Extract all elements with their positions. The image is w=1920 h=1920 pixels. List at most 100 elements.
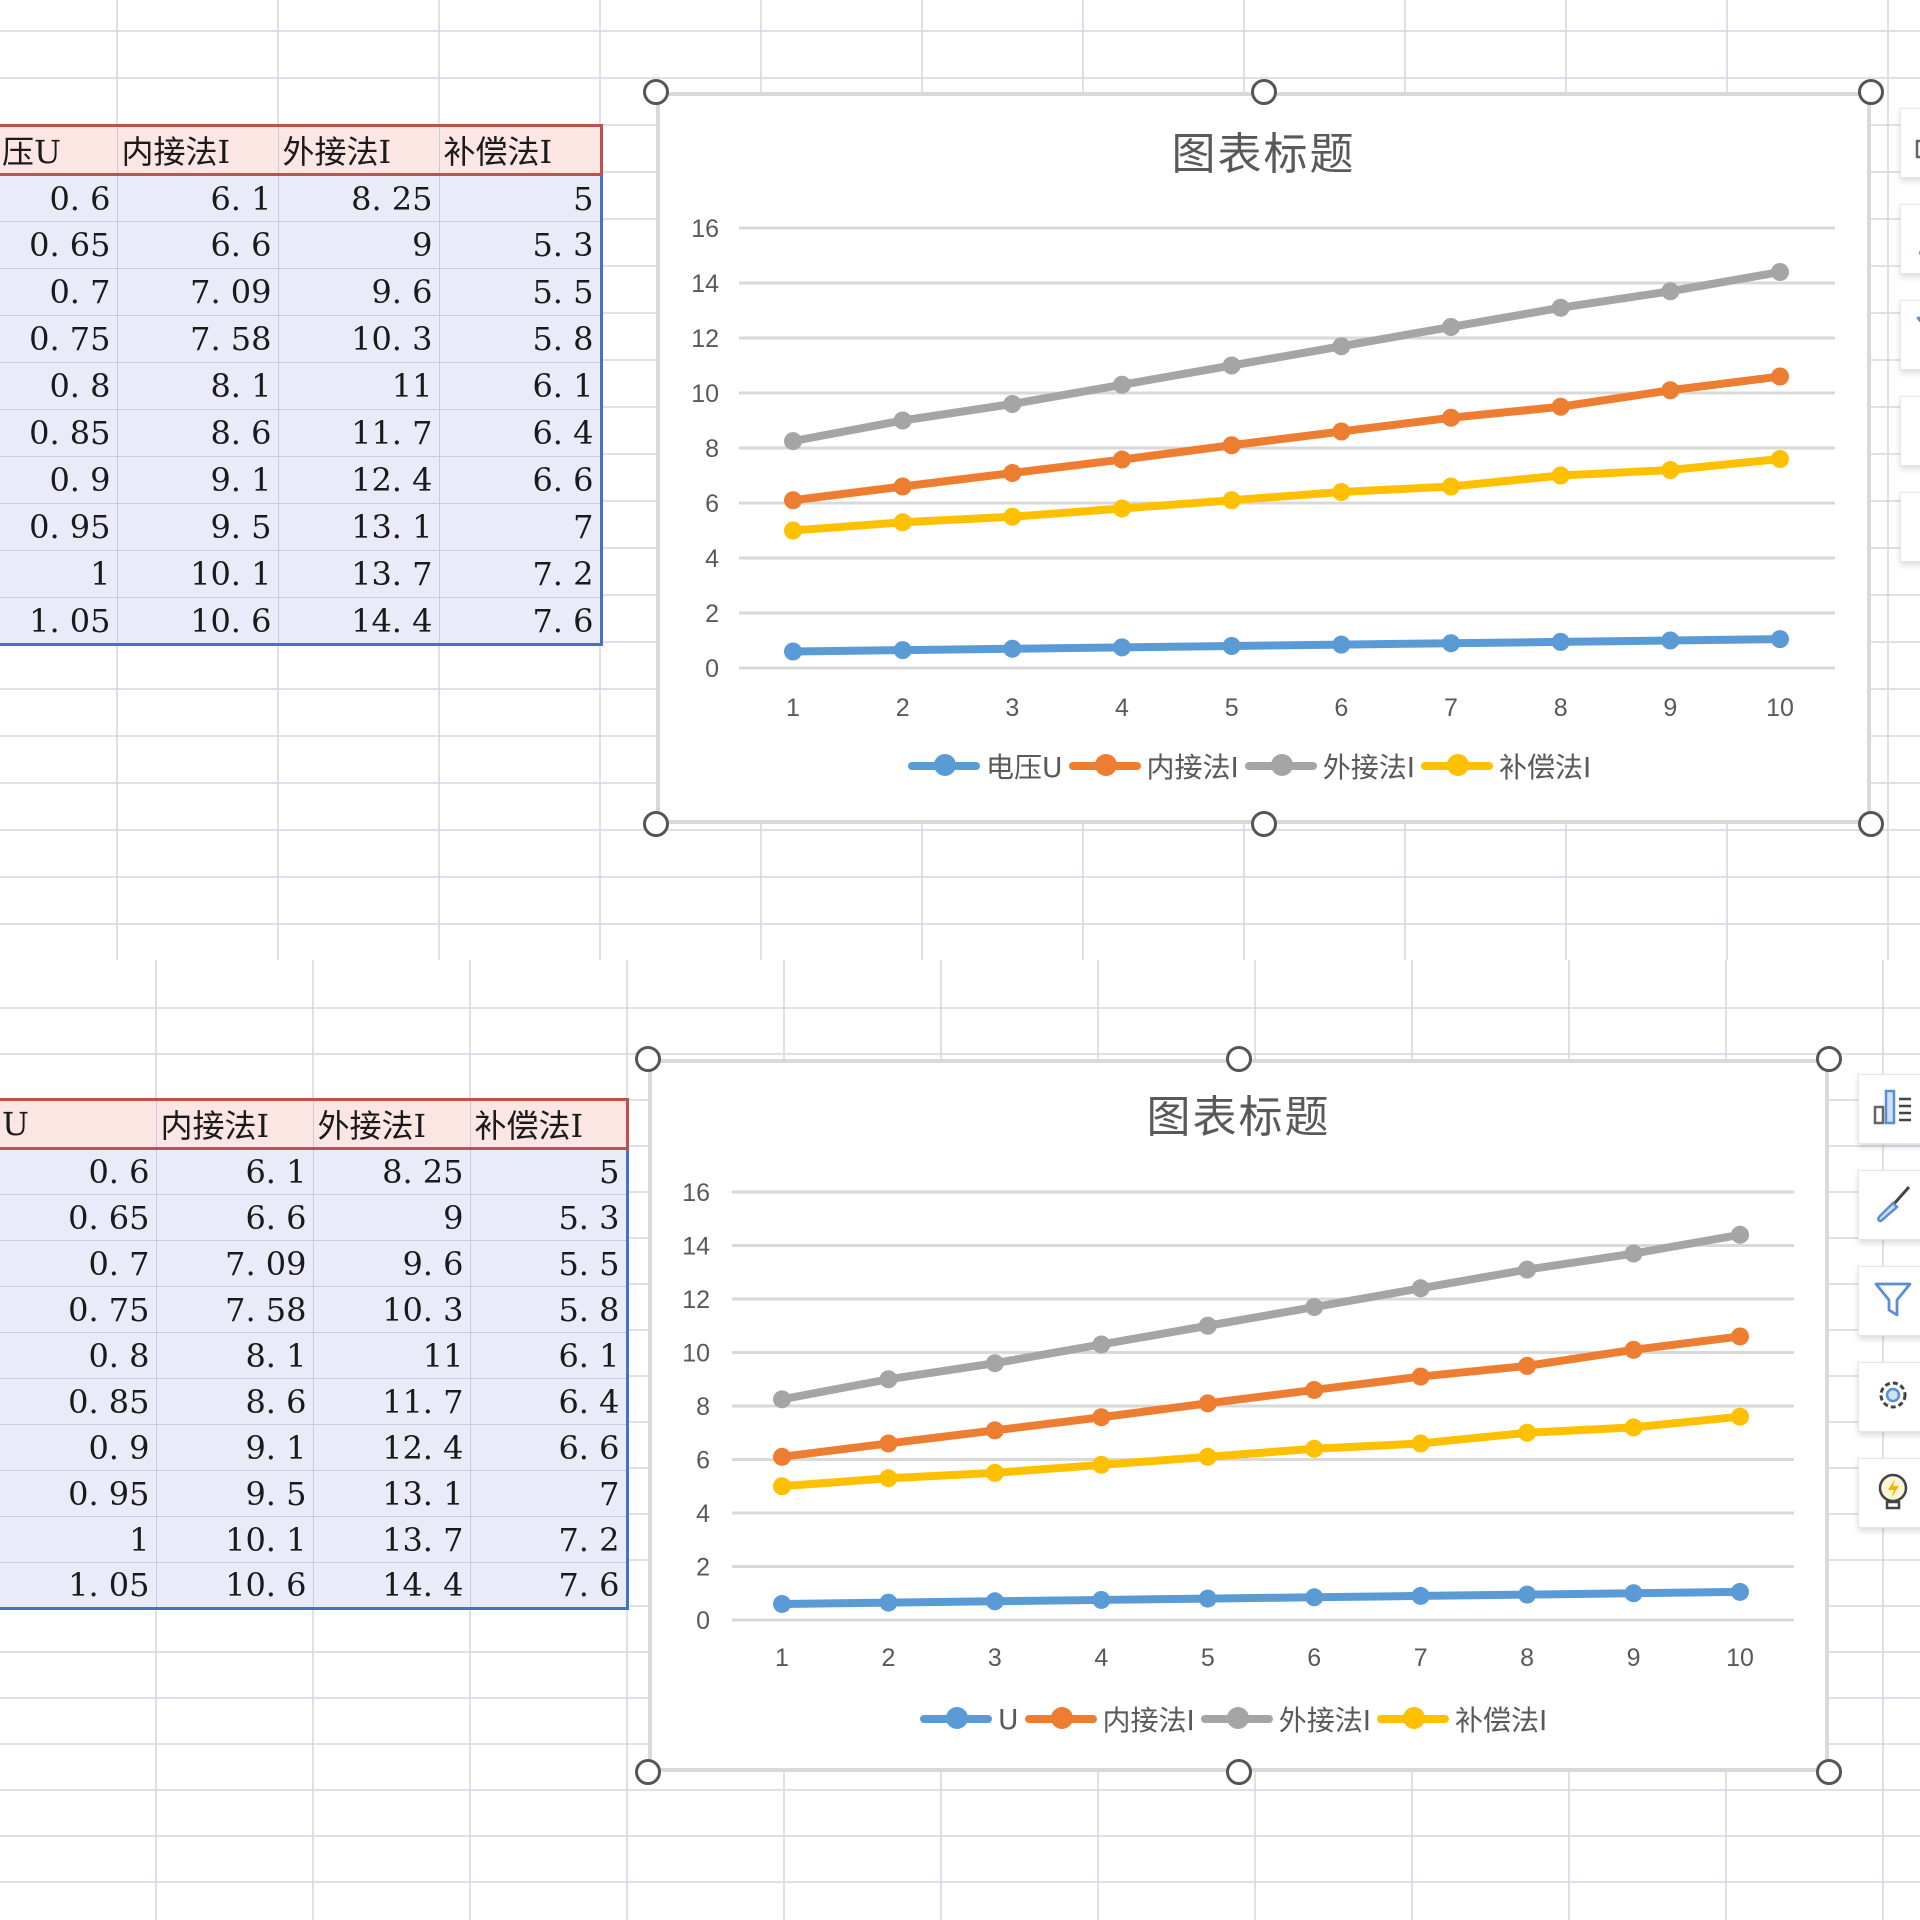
table-cell[interactable]: 6. 4 (439, 409, 603, 457)
table-cell[interactable]: 10. 1 (156, 1516, 314, 1563)
resize-handle-n[interactable] (1250, 79, 1277, 105)
data-point-marker[interactable] (1222, 637, 1241, 655)
data-point-marker[interactable] (1731, 1582, 1749, 1601)
data-point-marker[interactable] (1092, 1590, 1111, 1609)
table-cell[interactable]: 0. 75 (0, 315, 118, 363)
table-cell[interactable]: 0. 75 (0, 1286, 157, 1333)
data-point-marker[interactable] (1305, 1588, 1324, 1607)
resize-handle-nw[interactable] (635, 1046, 661, 1072)
chart-legend[interactable]: 电压U 内接法I 外接法I 补偿法I (908, 746, 1597, 786)
data-point-marker[interactable] (1092, 1408, 1111, 1427)
series-line[interactable] (784, 450, 1789, 540)
data-table-top[interactable]: 压U 内接法I 外接法I 补偿法I 0. 6 6. 1 8. 25 5 0. 65 6. 6 9 5.… (0, 124, 603, 646)
table-cell[interactable]: 1. 05 (0, 1562, 157, 1610)
data-point-marker[interactable] (1113, 638, 1131, 657)
table-cell[interactable]: 10. 3 (313, 1286, 471, 1333)
data-point-marker[interactable] (1113, 450, 1131, 469)
table-cell[interactable]: 0. 85 (0, 409, 118, 457)
table-cell[interactable]: 0. 95 (0, 1470, 157, 1517)
table-cell[interactable]: 7. 2 (470, 1516, 629, 1563)
resize-handle-nw[interactable] (643, 79, 669, 105)
resize-handle-ne[interactable] (1816, 1046, 1842, 1072)
table-cell[interactable]: 0. 65 (0, 1194, 157, 1241)
data-point-marker[interactable] (1624, 1418, 1643, 1437)
chart-elements-button[interactable] (1900, 108, 1920, 178)
data-point-marker[interactable] (879, 1434, 898, 1453)
table-cell[interactable]: 0. 85 (0, 1378, 157, 1425)
header-cell[interactable]: U (0, 1098, 157, 1150)
header-cell[interactable]: 外接法I (313, 1098, 471, 1150)
table-cell[interactable]: 13. 7 (278, 550, 440, 598)
table-cell[interactable]: 0. 6 (0, 1148, 157, 1195)
header-cell[interactable]: 外接法I (278, 124, 440, 176)
header-cell[interactable]: 内接法I (117, 124, 279, 176)
table-cell[interactable]: 8. 6 (156, 1378, 314, 1425)
data-point-marker[interactable] (1771, 263, 1789, 281)
resize-handle-s[interactable] (1225, 1759, 1252, 1785)
data-point-marker[interactable] (893, 513, 912, 532)
data-point-marker[interactable] (1113, 499, 1131, 518)
legend-item[interactable]: 电压U (908, 746, 1063, 786)
data-point-marker[interactable] (773, 1390, 791, 1409)
data-point-marker[interactable] (1551, 632, 1570, 651)
chart-title[interactable]: 图表标题 (1171, 129, 1356, 180)
table-cell[interactable]: 0. 6 (0, 174, 118, 222)
data-point-marker[interactable] (1411, 1586, 1430, 1605)
resize-handle-se[interactable] (1816, 1759, 1842, 1785)
chart-filter-button[interactable] (1900, 300, 1920, 370)
data-point-marker[interactable] (1332, 422, 1351, 441)
resize-handle-se[interactable] (1858, 811, 1884, 837)
data-point-marker[interactable] (1332, 483, 1351, 501)
line-chart-bottom[interactable]: 图表标题 0 2 4 6 8 10 12 14 16 1 2 3 4 5 6 7 8 9 10 U 内接法I 外接法I 补… (648, 1059, 1829, 1772)
table-cell[interactable]: 11 (313, 1332, 471, 1379)
data-point-marker[interactable] (1222, 491, 1241, 510)
table-cell[interactable]: 13. 1 (278, 503, 440, 551)
data-point-marker[interactable] (1092, 1455, 1111, 1474)
data-point-marker[interactable] (1411, 1434, 1430, 1453)
data-point-marker[interactable] (985, 1354, 1004, 1373)
table-cell[interactable]: 11. 7 (313, 1378, 471, 1425)
table-cell[interactable]: 0. 7 (0, 268, 118, 316)
idea-button[interactable] (1900, 492, 1920, 562)
data-point-marker[interactable] (1003, 639, 1022, 658)
data-point-marker[interactable] (1551, 298, 1570, 317)
table-cell[interactable]: 10. 6 (156, 1562, 314, 1610)
table-cell[interactable]: 7. 58 (117, 315, 279, 363)
data-point-marker[interactable] (1624, 1340, 1643, 1359)
data-point-marker[interactable] (1731, 1327, 1749, 1346)
data-point-marker[interactable] (893, 641, 912, 660)
table-cell[interactable]: 8. 25 (313, 1148, 471, 1195)
table-cell[interactable]: 7. 09 (117, 268, 279, 316)
data-point-marker[interactable] (1442, 634, 1460, 653)
data-point-marker[interactable] (893, 411, 912, 430)
data-point-marker[interactable] (879, 1370, 898, 1389)
data-point-marker[interactable] (1198, 1394, 1217, 1413)
resize-handle-s[interactable] (1250, 811, 1277, 837)
data-point-marker[interactable] (1003, 464, 1022, 483)
data-point-marker[interactable] (784, 521, 802, 540)
data-point-marker[interactable] (1092, 1335, 1111, 1354)
data-point-marker[interactable] (1305, 1380, 1324, 1399)
table-cell[interactable]: 5. 5 (439, 268, 603, 316)
chart-legend[interactable]: U 内接法I 外接法I 补偿法I (920, 1699, 1553, 1739)
table-cell[interactable]: 10. 1 (117, 550, 279, 598)
chart-filter-button[interactable] (1858, 1266, 1920, 1336)
resize-handle-ne[interactable] (1858, 79, 1884, 105)
data-point-marker[interactable] (985, 1463, 1004, 1482)
table-cell[interactable]: 14. 4 (278, 597, 440, 646)
table-cell[interactable]: 10. 6 (117, 597, 279, 646)
table-cell[interactable]: 7. 09 (156, 1240, 314, 1287)
data-point-marker[interactable] (893, 477, 912, 496)
table-cell[interactable]: 0. 65 (0, 221, 118, 269)
table-cell[interactable]: 11. 7 (278, 409, 440, 457)
series-line[interactable] (784, 263, 1789, 451)
table-cell[interactable]: 10. 3 (278, 315, 440, 363)
data-point-marker[interactable] (1518, 1585, 1537, 1604)
data-point-marker[interactable] (1661, 631, 1680, 650)
data-point-marker[interactable] (1771, 367, 1789, 386)
legend-item[interactable]: 内接法I (1068, 746, 1239, 786)
series-line[interactable] (773, 1582, 1749, 1613)
table-cell[interactable]: 7. 6 (439, 597, 603, 646)
series-line[interactable] (773, 1407, 1749, 1496)
table-cell[interactable]: 12. 4 (313, 1424, 471, 1471)
